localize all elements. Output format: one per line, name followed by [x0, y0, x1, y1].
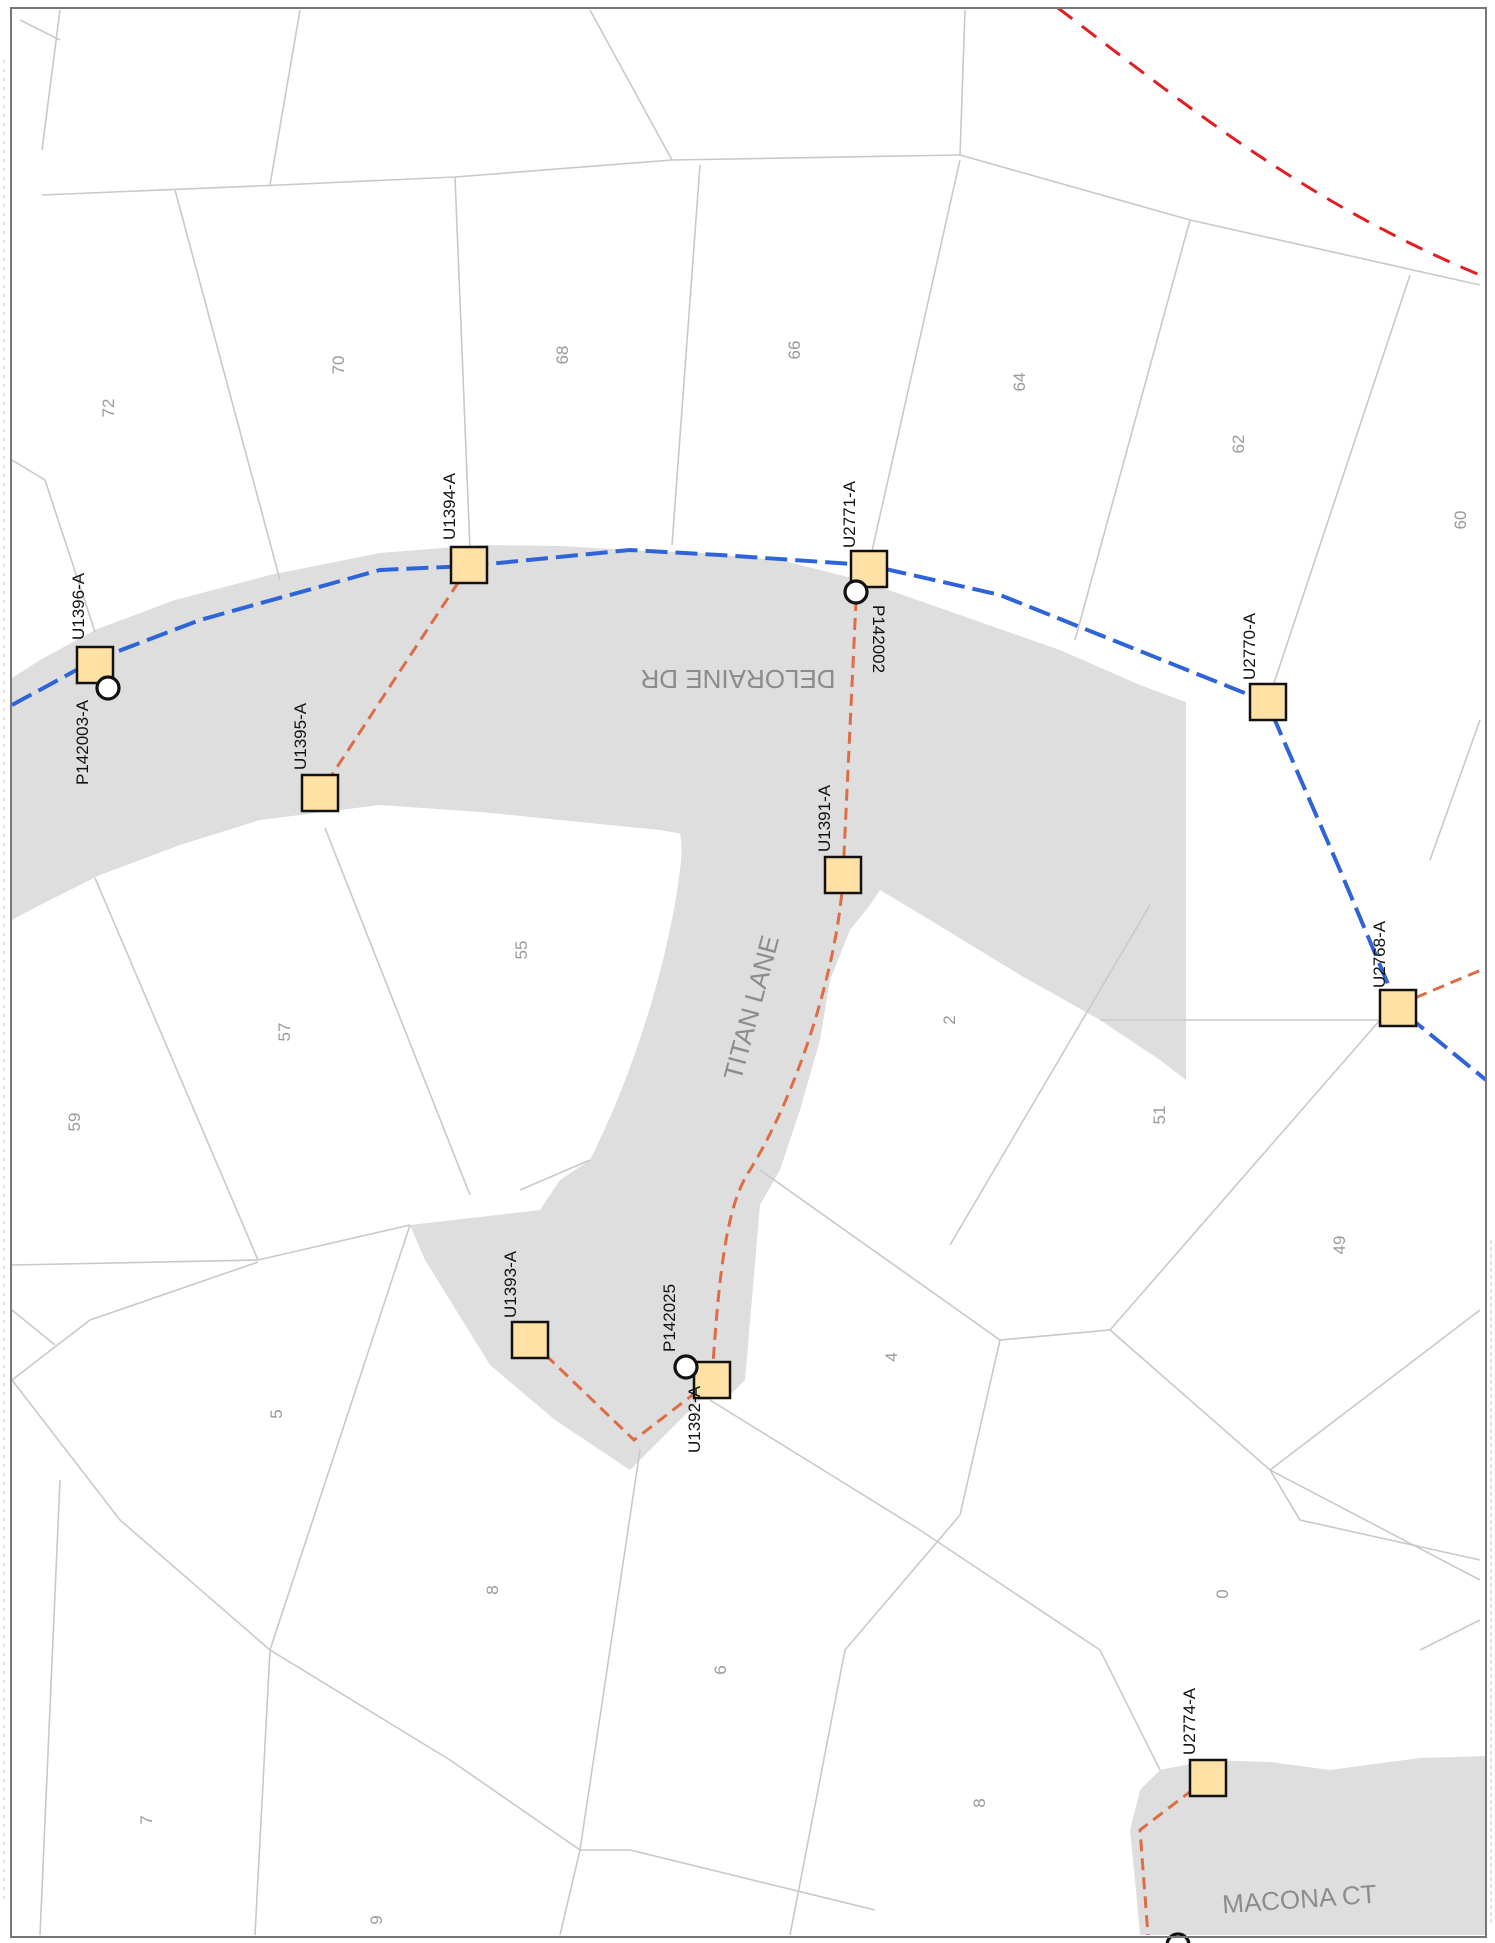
- lot-number: 68: [553, 346, 572, 365]
- parcel-boundaries: [11, 9, 1481, 1936]
- pit-u1392-a[interactable]: [692, 1360, 732, 1400]
- lot-number: 72: [99, 399, 118, 418]
- orange-cable-1392-1393: [528, 1338, 713, 1442]
- lot-number: 70: [329, 356, 348, 375]
- lot-number: 62: [1229, 435, 1248, 454]
- lot-number: 8: [483, 1585, 502, 1594]
- pole-label-p142025: P142025: [660, 1284, 679, 1352]
- road-layer: [12, 545, 1486, 1935]
- pole-p142025[interactable]: [673, 1354, 699, 1380]
- pits: [75, 545, 1418, 1798]
- orange-cable-2771-1391: [841, 579, 859, 876]
- street-label-deloraine-dr: DELORAINE DR: [640, 664, 835, 694]
- lot-number: 59: [65, 1113, 84, 1132]
- pit-label-u1391-a: U1391-A: [815, 784, 834, 852]
- lot-number: 0: [1213, 1589, 1232, 1598]
- orange-cable-2774: [1138, 1776, 1209, 1936]
- pit-label-u2774-a: U2774-A: [1180, 1687, 1199, 1755]
- pit-label-u1395-a: U1395-A: [291, 702, 310, 770]
- lot-number: 2: [940, 1015, 959, 1024]
- pole-label-p142003-a: P142003-A: [73, 699, 92, 785]
- pit-label-u2768-a: U2768-A: [1370, 920, 1389, 988]
- pit-u1391-a[interactable]: [823, 855, 863, 895]
- blue-cable: [11, 547, 1488, 1082]
- pit-u2774-a[interactable]: [1188, 1758, 1228, 1798]
- lot-number: 6: [711, 1665, 730, 1674]
- pit-label-u1392-a: U1392-A: [685, 1385, 704, 1453]
- pit-u1394-a[interactable]: [449, 545, 489, 585]
- orange-cable-2768-east: [1397, 966, 1487, 1007]
- lot-number: 64: [1010, 373, 1029, 392]
- pole-label-p142002: P142002: [869, 605, 888, 673]
- road-macona-ct: [1130, 1756, 1486, 1935]
- road-titan-lane: [410, 783, 880, 1470]
- pit-label-u2770-a: U2770-A: [1240, 612, 1259, 680]
- pole-labels: P142003-A P142002 P142025: [73, 605, 888, 1352]
- pole-p142002[interactable]: [843, 579, 869, 605]
- orange-cable-1391-1392: [710, 874, 845, 1381]
- pit-label-u2771-a: U2771-A: [840, 480, 859, 548]
- pit-u2770-a[interactable]: [1248, 682, 1288, 722]
- orange-cables: [318, 565, 1487, 1936]
- pit-u2768-a[interactable]: [1378, 988, 1418, 1028]
- pole-unlabeled[interactable]: [1165, 1932, 1191, 1943]
- lot-number: 7: [137, 1815, 156, 1824]
- lot-number: 49: [1330, 1236, 1349, 1255]
- pit-label-u1393-a: U1393-A: [501, 1250, 520, 1318]
- orange-cable-1394-1395: [318, 565, 471, 794]
- pit-label-u1396-a: U1396-A: [69, 572, 88, 640]
- pit-u1393-a[interactable]: [510, 1320, 550, 1360]
- lot-number: 66: [785, 341, 804, 360]
- lot-number: 51: [1150, 1106, 1169, 1125]
- poles: [95, 579, 1191, 1943]
- map-frame: [10, 7, 1487, 1938]
- road-deloraine-dr: [12, 545, 1186, 1080]
- lot-numbers: 72 70 68 66 64 62 60 59 57 55 2 51 49 5 …: [65, 341, 1470, 1925]
- lot-number: 5: [267, 1409, 286, 1418]
- lot-number: 9: [367, 1915, 386, 1924]
- lot-number: 57: [275, 1023, 294, 1042]
- pit-label-u1394-a: U1394-A: [440, 472, 459, 540]
- boundary-line: [1057, 6, 1481, 277]
- pit-labels: U1396-A U1394-A U1395-A U2771-A U1391-A …: [69, 472, 1389, 1755]
- lot-number: 8: [970, 1798, 989, 1807]
- pit-u1395-a[interactable]: [300, 773, 340, 813]
- lot-number: 4: [882, 1352, 901, 1361]
- pole-p142003-a[interactable]: [95, 675, 121, 701]
- lot-number: 60: [1451, 511, 1470, 530]
- lot-number: 55: [512, 941, 531, 960]
